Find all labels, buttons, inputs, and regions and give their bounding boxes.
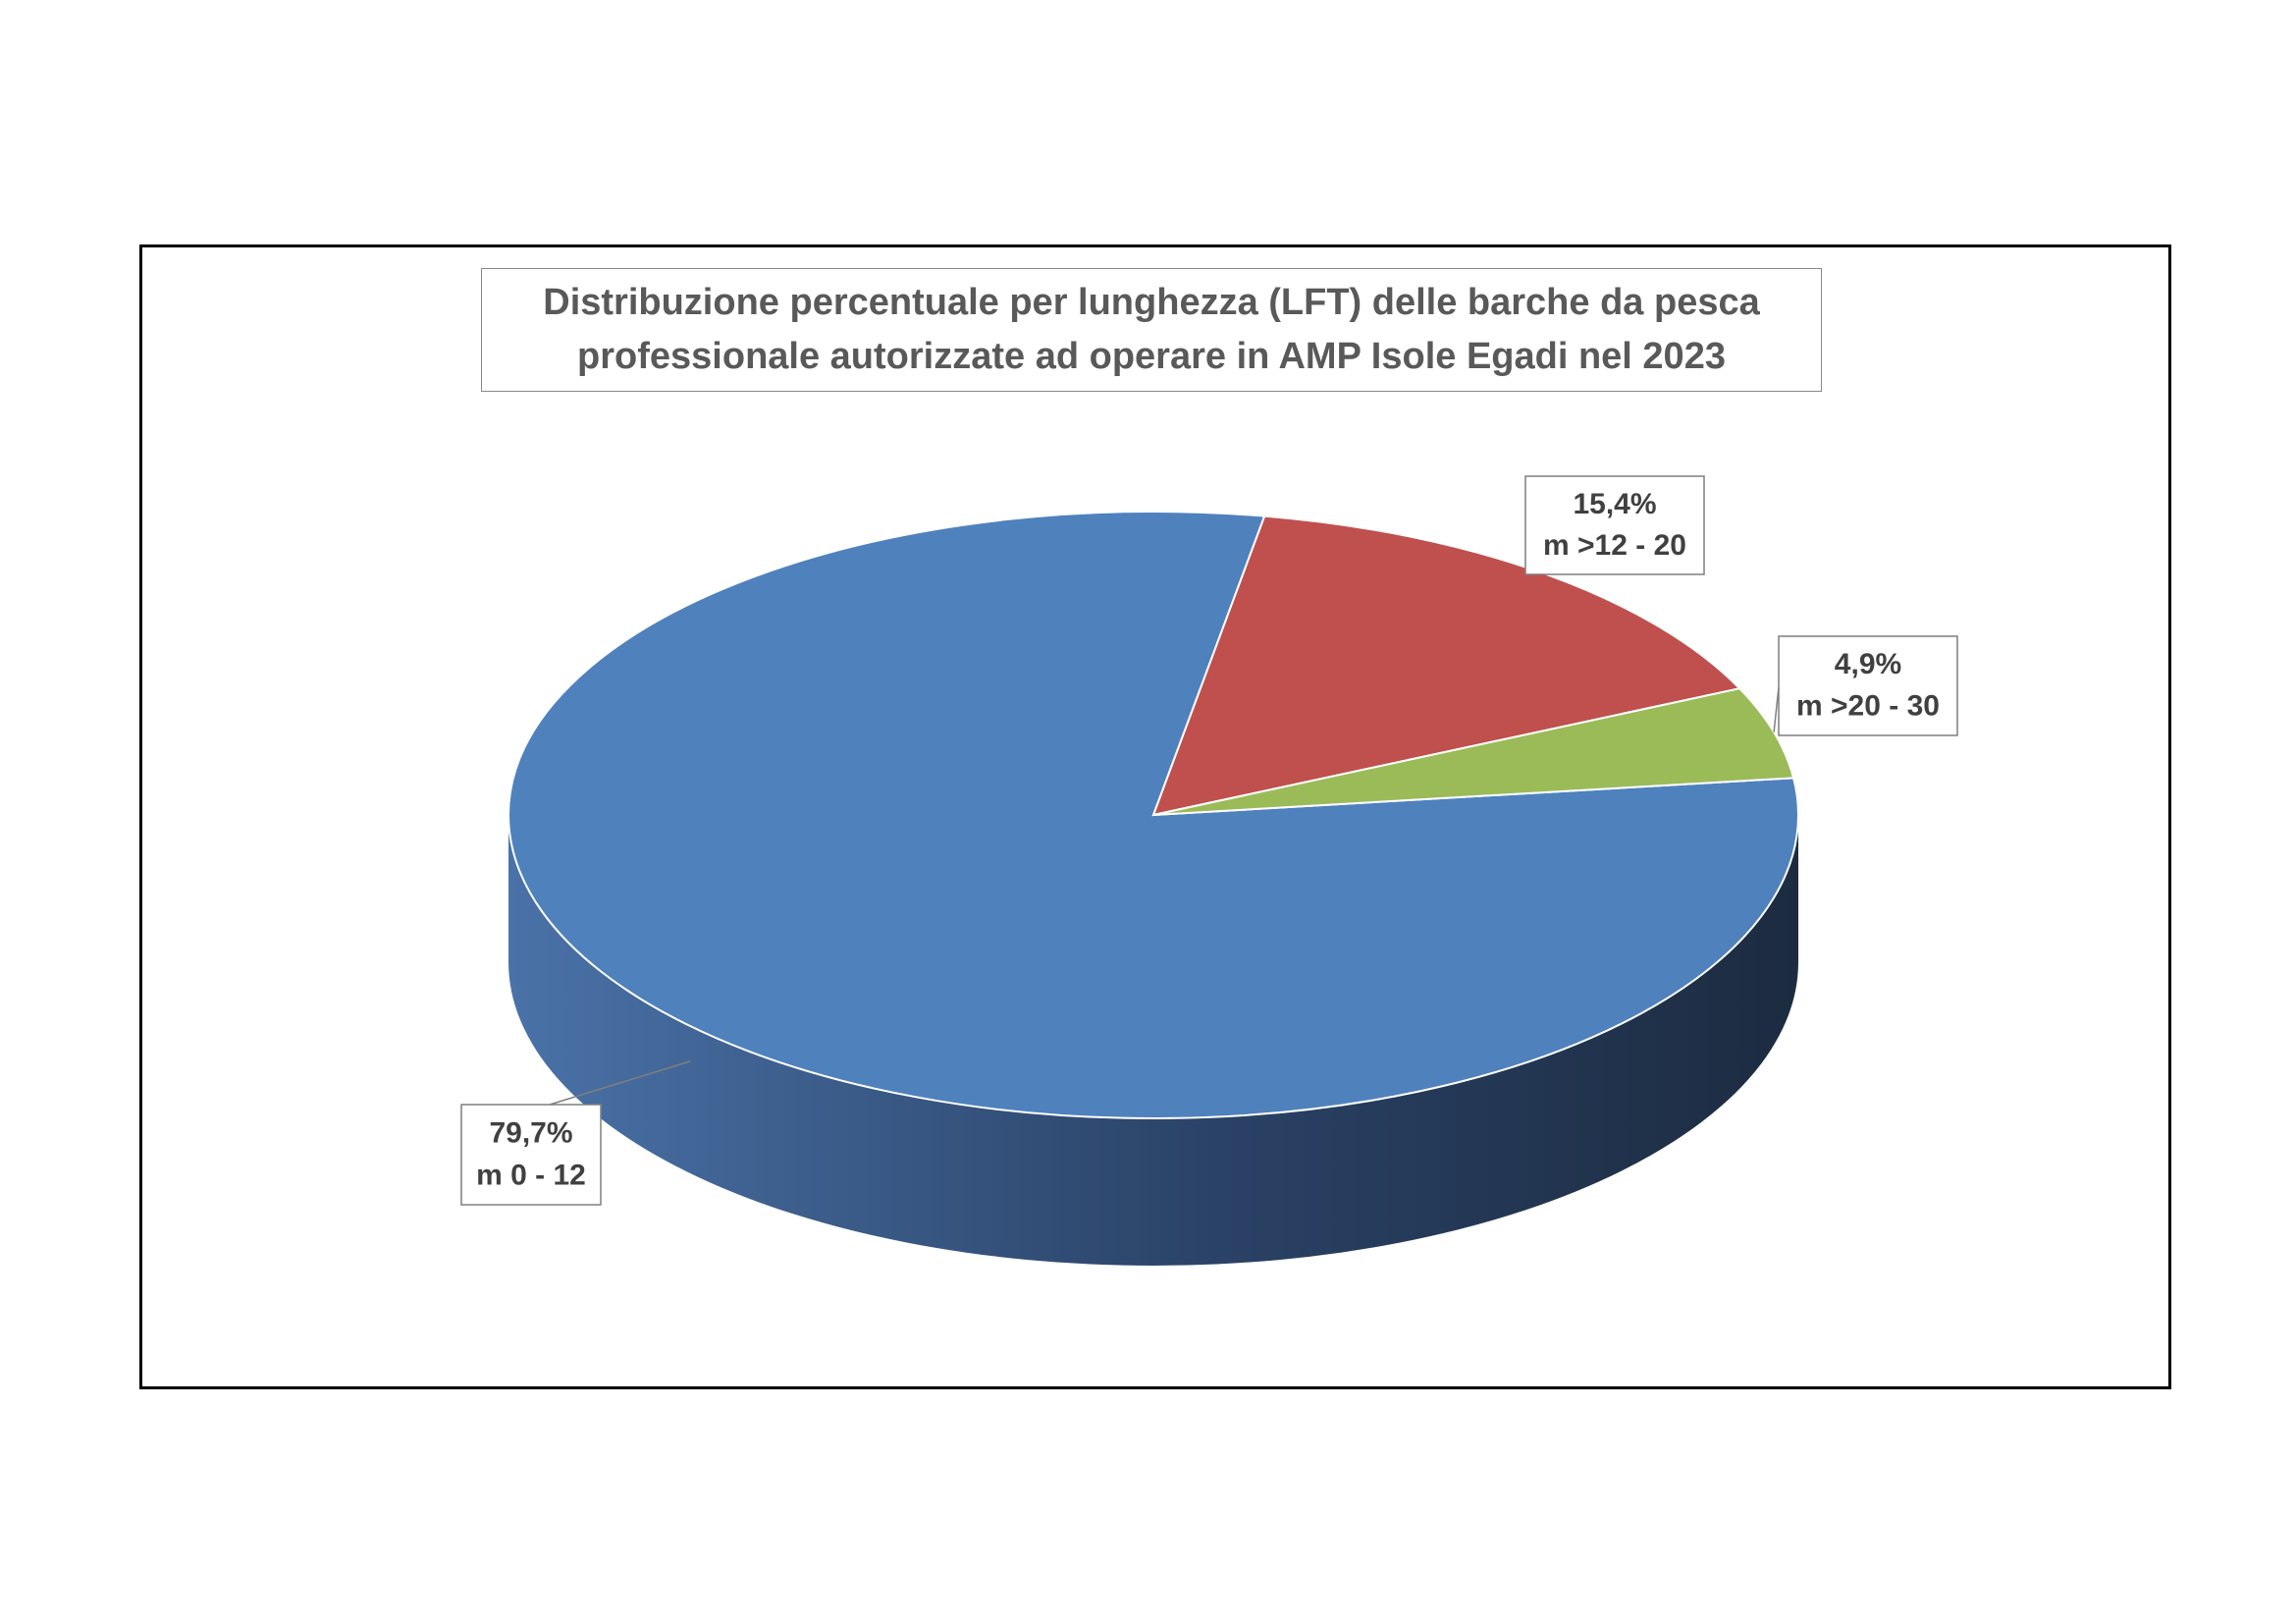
chart-title: Distribuzione percentuale per lunghezza … — [481, 268, 1822, 392]
leader-line — [549, 1060, 691, 1106]
label-box — [460, 1104, 602, 1206]
category-label: m >12 - 20 — [1543, 529, 1686, 562]
label-box — [1778, 635, 1958, 736]
pie-side — [508, 815, 1798, 1266]
leader-line — [1773, 686, 1780, 732]
data-label: 79,7% — [489, 1117, 572, 1150]
category-label: m 0 - 12 — [476, 1159, 586, 1191]
data-label: 4,9% — [1835, 648, 1901, 680]
category-label: m >20 - 30 — [1796, 690, 1940, 723]
data-label: 15,4% — [1573, 488, 1656, 520]
label-box — [1524, 475, 1705, 575]
chart-frame — [139, 244, 2171, 1389]
